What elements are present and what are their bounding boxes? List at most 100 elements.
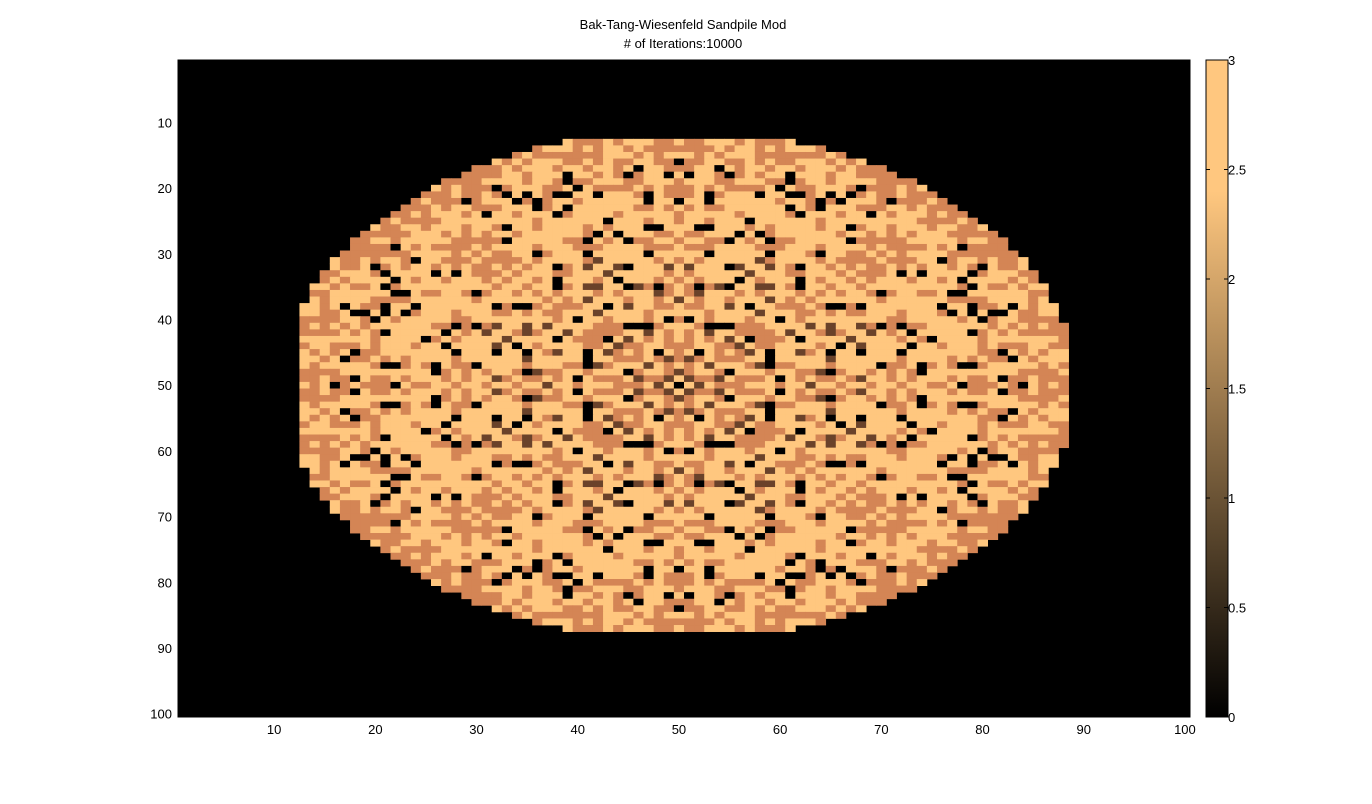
heatmap-cell — [906, 204, 918, 212]
heatmap-cell — [825, 533, 837, 541]
heatmap-cell — [603, 224, 614, 232]
heatmap-cell — [835, 487, 847, 495]
heatmap-cell — [714, 197, 725, 205]
heatmap-cell — [997, 342, 1009, 350]
heatmap-cell — [592, 250, 604, 258]
heatmap-cell — [441, 204, 452, 212]
heatmap-cell — [299, 368, 310, 376]
heatmap-cell — [916, 434, 928, 442]
heatmap-cell — [997, 493, 1009, 501]
heatmap-cell — [987, 349, 999, 357]
heatmap-cell — [390, 329, 402, 337]
heatmap-cell — [572, 559, 584, 567]
heatmap-cell — [764, 513, 776, 521]
heatmap-cell — [1017, 303, 1029, 311]
heatmap-cell — [603, 145, 614, 153]
heatmap-cell — [603, 519, 614, 527]
heatmap-cell — [329, 388, 341, 396]
heatmap-cell — [572, 441, 584, 449]
heatmap-cell — [1007, 421, 1019, 429]
heatmap-cell — [329, 276, 341, 284]
heatmap-cell — [410, 395, 422, 403]
heatmap-cell — [603, 513, 614, 521]
heatmap-cell — [764, 145, 776, 153]
heatmap-cell — [592, 296, 604, 304]
heatmap-cell — [775, 487, 786, 495]
heatmap-cell — [937, 513, 948, 521]
heatmap-cell — [390, 230, 402, 238]
heatmap-cell — [775, 289, 786, 297]
heatmap-cell — [592, 289, 604, 297]
heatmap-cell — [744, 289, 756, 297]
heatmap-cell — [663, 270, 675, 278]
heatmap-cell — [805, 618, 816, 626]
heatmap-cell — [592, 480, 604, 488]
heatmap-cell — [431, 349, 442, 357]
heatmap-cell — [370, 329, 381, 337]
heatmap-cell — [734, 243, 746, 251]
heatmap-cell — [319, 355, 331, 363]
heatmap-cell — [1017, 375, 1029, 383]
heatmap-cell — [592, 270, 604, 278]
heatmap-cell — [673, 316, 685, 324]
heatmap-cell — [370, 388, 381, 396]
heatmap-cell — [501, 355, 513, 363]
heatmap-cell — [684, 533, 695, 541]
heatmap-cell — [845, 480, 857, 488]
heatmap-cell — [724, 368, 735, 376]
heatmap-cell — [491, 276, 503, 284]
heatmap-cell — [461, 559, 472, 567]
heatmap-cell — [339, 263, 351, 271]
heatmap-cell — [684, 408, 695, 416]
heatmap-cell — [1028, 368, 1039, 376]
heatmap-cell — [896, 243, 908, 251]
heatmap-cell — [380, 414, 391, 422]
heatmap-cell — [339, 388, 351, 396]
heatmap-cell — [542, 585, 553, 593]
heatmap-cell — [400, 395, 412, 403]
heatmap-cell — [754, 204, 766, 212]
heatmap-cell — [977, 296, 988, 304]
heatmap-cell — [987, 276, 999, 284]
heatmap-cell — [785, 447, 796, 455]
heatmap-cell — [845, 184, 857, 192]
heatmap-cell — [582, 362, 594, 370]
heatmap-cell — [977, 460, 988, 468]
heatmap-cell — [977, 480, 988, 488]
heatmap-cell — [684, 184, 695, 192]
heatmap-cell — [471, 250, 482, 258]
heatmap-cell — [562, 316, 574, 324]
heatmap-cell — [481, 237, 493, 245]
heatmap-cell — [552, 283, 563, 291]
heatmap-cell — [805, 151, 816, 159]
heatmap-cell — [339, 381, 351, 389]
heatmap-cell — [562, 263, 574, 271]
heatmap-cell — [481, 178, 493, 186]
heatmap-cell — [704, 414, 715, 422]
heatmap-cell — [552, 441, 563, 449]
heatmap-cell — [947, 243, 958, 251]
heatmap-cell — [724, 539, 735, 547]
heatmap-cell — [623, 375, 634, 383]
heatmap-cell — [997, 408, 1009, 416]
heatmap-cell — [754, 388, 766, 396]
heatmap-cell — [501, 585, 513, 593]
heatmap-cell — [845, 421, 857, 429]
heatmap-cell — [815, 224, 827, 232]
heatmap-cell — [643, 519, 655, 527]
heatmap-cell — [552, 335, 563, 343]
heatmap-cell — [886, 533, 897, 541]
heatmap-cell — [764, 526, 776, 534]
heatmap-cell — [997, 513, 1009, 521]
heatmap-cell — [947, 526, 958, 534]
heatmap-cell — [724, 322, 735, 330]
heatmap-cell — [835, 316, 847, 324]
heatmap-cell — [795, 145, 806, 153]
heatmap-cell — [744, 506, 756, 514]
heatmap-cell — [1028, 296, 1039, 304]
heatmap-cell — [957, 454, 968, 462]
heatmap-cell — [926, 322, 938, 330]
heatmap-cell — [370, 500, 381, 508]
heatmap-cell — [967, 316, 978, 324]
heatmap-cell — [916, 565, 928, 573]
